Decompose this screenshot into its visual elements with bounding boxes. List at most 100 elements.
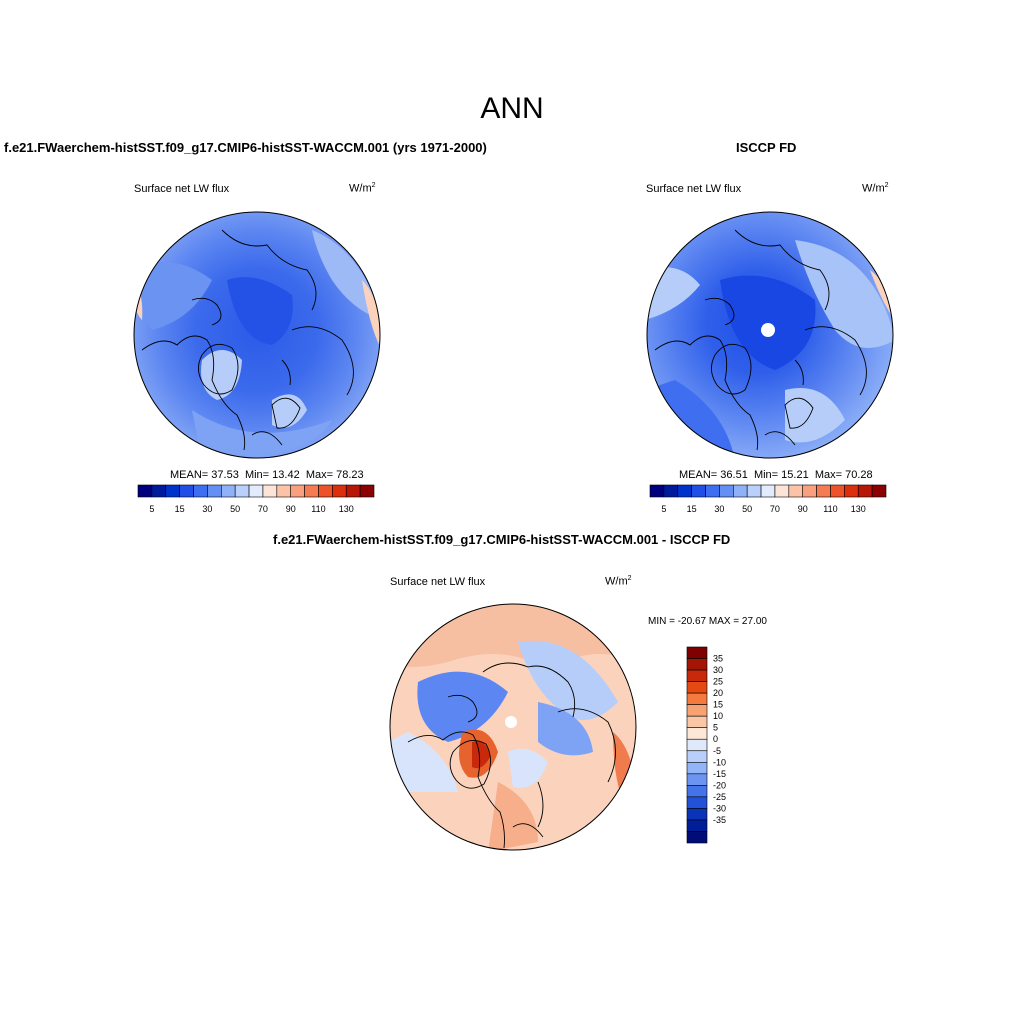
diff-colorbar-box-13	[686, 796, 708, 809]
model-colorbar-tick-label: 110	[311, 504, 325, 514]
model-colorbar-box-14	[332, 484, 347, 498]
diff-colorbar-tick-label: 5	[713, 723, 718, 733]
model-colorbar-box-16	[359, 484, 375, 498]
model-colorbar-box-1	[151, 484, 167, 498]
diff-colorbar-tick-label: 25	[713, 677, 723, 687]
diff-colorbar-tick-label: -35	[713, 815, 726, 825]
obs-colorbar-tick-label: 5	[661, 504, 666, 514]
obs-colorbar-box-7	[746, 484, 762, 498]
model-colorbar-tick-label: 15	[175, 504, 185, 514]
diff-colorbar-tick-label: -20	[713, 780, 726, 790]
diff-colorbar-tick-label: 15	[713, 700, 723, 710]
obs-colorbar-box-15	[857, 484, 873, 498]
diff-panel-title: f.e21.FWaerchem-histSST.f09_g17.CMIP6-hi…	[273, 532, 731, 547]
obs-colorbar-tick-label: 70	[770, 504, 780, 514]
model-colorbar-box-9	[262, 484, 278, 498]
diff-colorbar-tick-label: 10	[713, 711, 723, 721]
obs-colorbar-tick-label: 130	[851, 504, 866, 514]
obs-colorbar-box-6	[732, 484, 748, 498]
model-variable-label: Surface net LW flux	[134, 183, 230, 195]
obs-polar-map	[646, 211, 894, 459]
model-colorbar-box-11	[290, 484, 305, 498]
diff-colorbar-box-5	[686, 704, 708, 717]
obs-colorbar-tick-label: 110	[823, 504, 837, 514]
diff-polar-map	[389, 603, 637, 851]
model-colorbar-box-10	[276, 484, 292, 498]
model-field	[134, 212, 380, 458]
model-colorbar-tick-label: 50	[230, 504, 240, 514]
diff-colorbar-box-16	[686, 831, 708, 844]
obs-colorbar-box-0	[649, 484, 665, 498]
diff-colorbar-tick-label: -5	[713, 746, 721, 756]
diff-colorbar-tick-label: -10	[713, 757, 726, 767]
obs-units-label: W/m2	[862, 182, 889, 195]
model-colorbar-box-15	[345, 484, 361, 498]
obs-stats: MEAN= 36.51 Min= 15.21 Max= 70.28	[679, 469, 873, 481]
obs-colorbar-tick-label: 90	[798, 504, 808, 514]
diff-colorbar-box-1	[686, 658, 708, 671]
obs-missing-pole	[761, 323, 775, 337]
model-coastlines	[141, 229, 354, 451]
diff-colorbar-tick-label: -15	[713, 769, 726, 779]
diff-colorbar-box-10	[686, 761, 708, 775]
model-colorbar-box-3	[179, 484, 194, 498]
diff-colorbar-box-11	[686, 773, 708, 786]
obs-colorbar-tick-label: 30	[714, 504, 724, 514]
model-colorbar-box-5	[207, 484, 222, 498]
model-colorbar-box-4	[193, 484, 208, 498]
model-colorbar-tick-label: 5	[149, 504, 154, 514]
diff-colorbar-box-2	[686, 669, 708, 682]
obs-colorbar-box-5	[719, 484, 734, 498]
model-colorbar-box-8	[248, 484, 264, 498]
model-colorbar-tick-label: 90	[286, 504, 296, 514]
obs-panel-title: ISCCP FD	[736, 140, 797, 155]
obs-colorbar-box-13	[830, 484, 845, 498]
diff-colorbar-box-9	[686, 750, 708, 763]
model-colorbar-box-7	[234, 484, 250, 498]
model-stats: MEAN= 37.53 Min= 13.42 Max= 78.23	[170, 469, 364, 481]
obs-colorbar-box-9	[774, 484, 790, 498]
obs-colorbar-tick-label: 15	[687, 504, 697, 514]
diff-variable-label: Surface net LW flux	[390, 576, 486, 588]
obs-colorbar-box-8	[760, 484, 776, 498]
model-colorbar-tick-label: 30	[202, 504, 212, 514]
obs-colorbar-box-1	[663, 484, 679, 498]
obs-variable-label: Surface net LW flux	[646, 183, 742, 195]
model-colorbar-box-2	[165, 484, 180, 498]
obs-colorbar-box-14	[844, 484, 859, 498]
diff-colorbar-tick-label: -25	[713, 792, 726, 802]
diff-colorbar-box-3	[686, 681, 708, 694]
obs-colorbar-box-4	[705, 484, 720, 498]
model-polar-map	[133, 211, 381, 459]
model-units-label: W/m2	[349, 182, 376, 195]
obs-colorbar-box-3	[691, 484, 706, 498]
model-panel-title: f.e21.FWaerchem-histSST.f09_g17.CMIP6-hi…	[4, 140, 487, 155]
diff-colorbar-tick-label: 35	[713, 654, 723, 664]
diff-colorbar-box-12	[686, 785, 708, 798]
obs-colorbar: 5 15 30 50 70 90 110 130	[649, 484, 887, 514]
obs-coastlines	[654, 229, 867, 451]
model-colorbar-box-13	[318, 484, 333, 498]
model-colorbar-box-12	[304, 484, 319, 498]
diff-colorbar-box-14	[686, 808, 708, 821]
model-colorbar-tick-label: 130	[339, 504, 354, 514]
diff-colorbar-box-0	[686, 646, 708, 659]
diff-minmax: MIN = -20.67 MAX = 27.00	[648, 616, 767, 627]
model-colorbar-box-0	[137, 484, 153, 498]
figure-title: ANN	[480, 92, 544, 125]
obs-colorbar-box-11	[802, 484, 817, 498]
diff-colorbar-tick-label: 30	[713, 665, 723, 675]
diff-colorbar-box-8	[686, 738, 708, 752]
obs-colorbar-box-10	[788, 484, 804, 498]
diff-colorbar-tick-label: -30	[713, 803, 726, 813]
diff-colorbar-box-7	[686, 727, 708, 740]
obs-colorbar-box-16	[871, 484, 887, 498]
diff-missing-pole	[505, 716, 517, 728]
model-colorbar-box-6	[220, 484, 236, 498]
model-colorbar: 5 15 30 50 70 90 110 130	[137, 484, 375, 514]
obs-colorbar-box-12	[816, 484, 831, 498]
diff-colorbar-box-6	[686, 715, 708, 729]
diff-units-label: W/m2	[605, 575, 632, 588]
obs-colorbar-box-2	[677, 484, 692, 498]
diff-colorbar-box-4	[686, 692, 708, 705]
